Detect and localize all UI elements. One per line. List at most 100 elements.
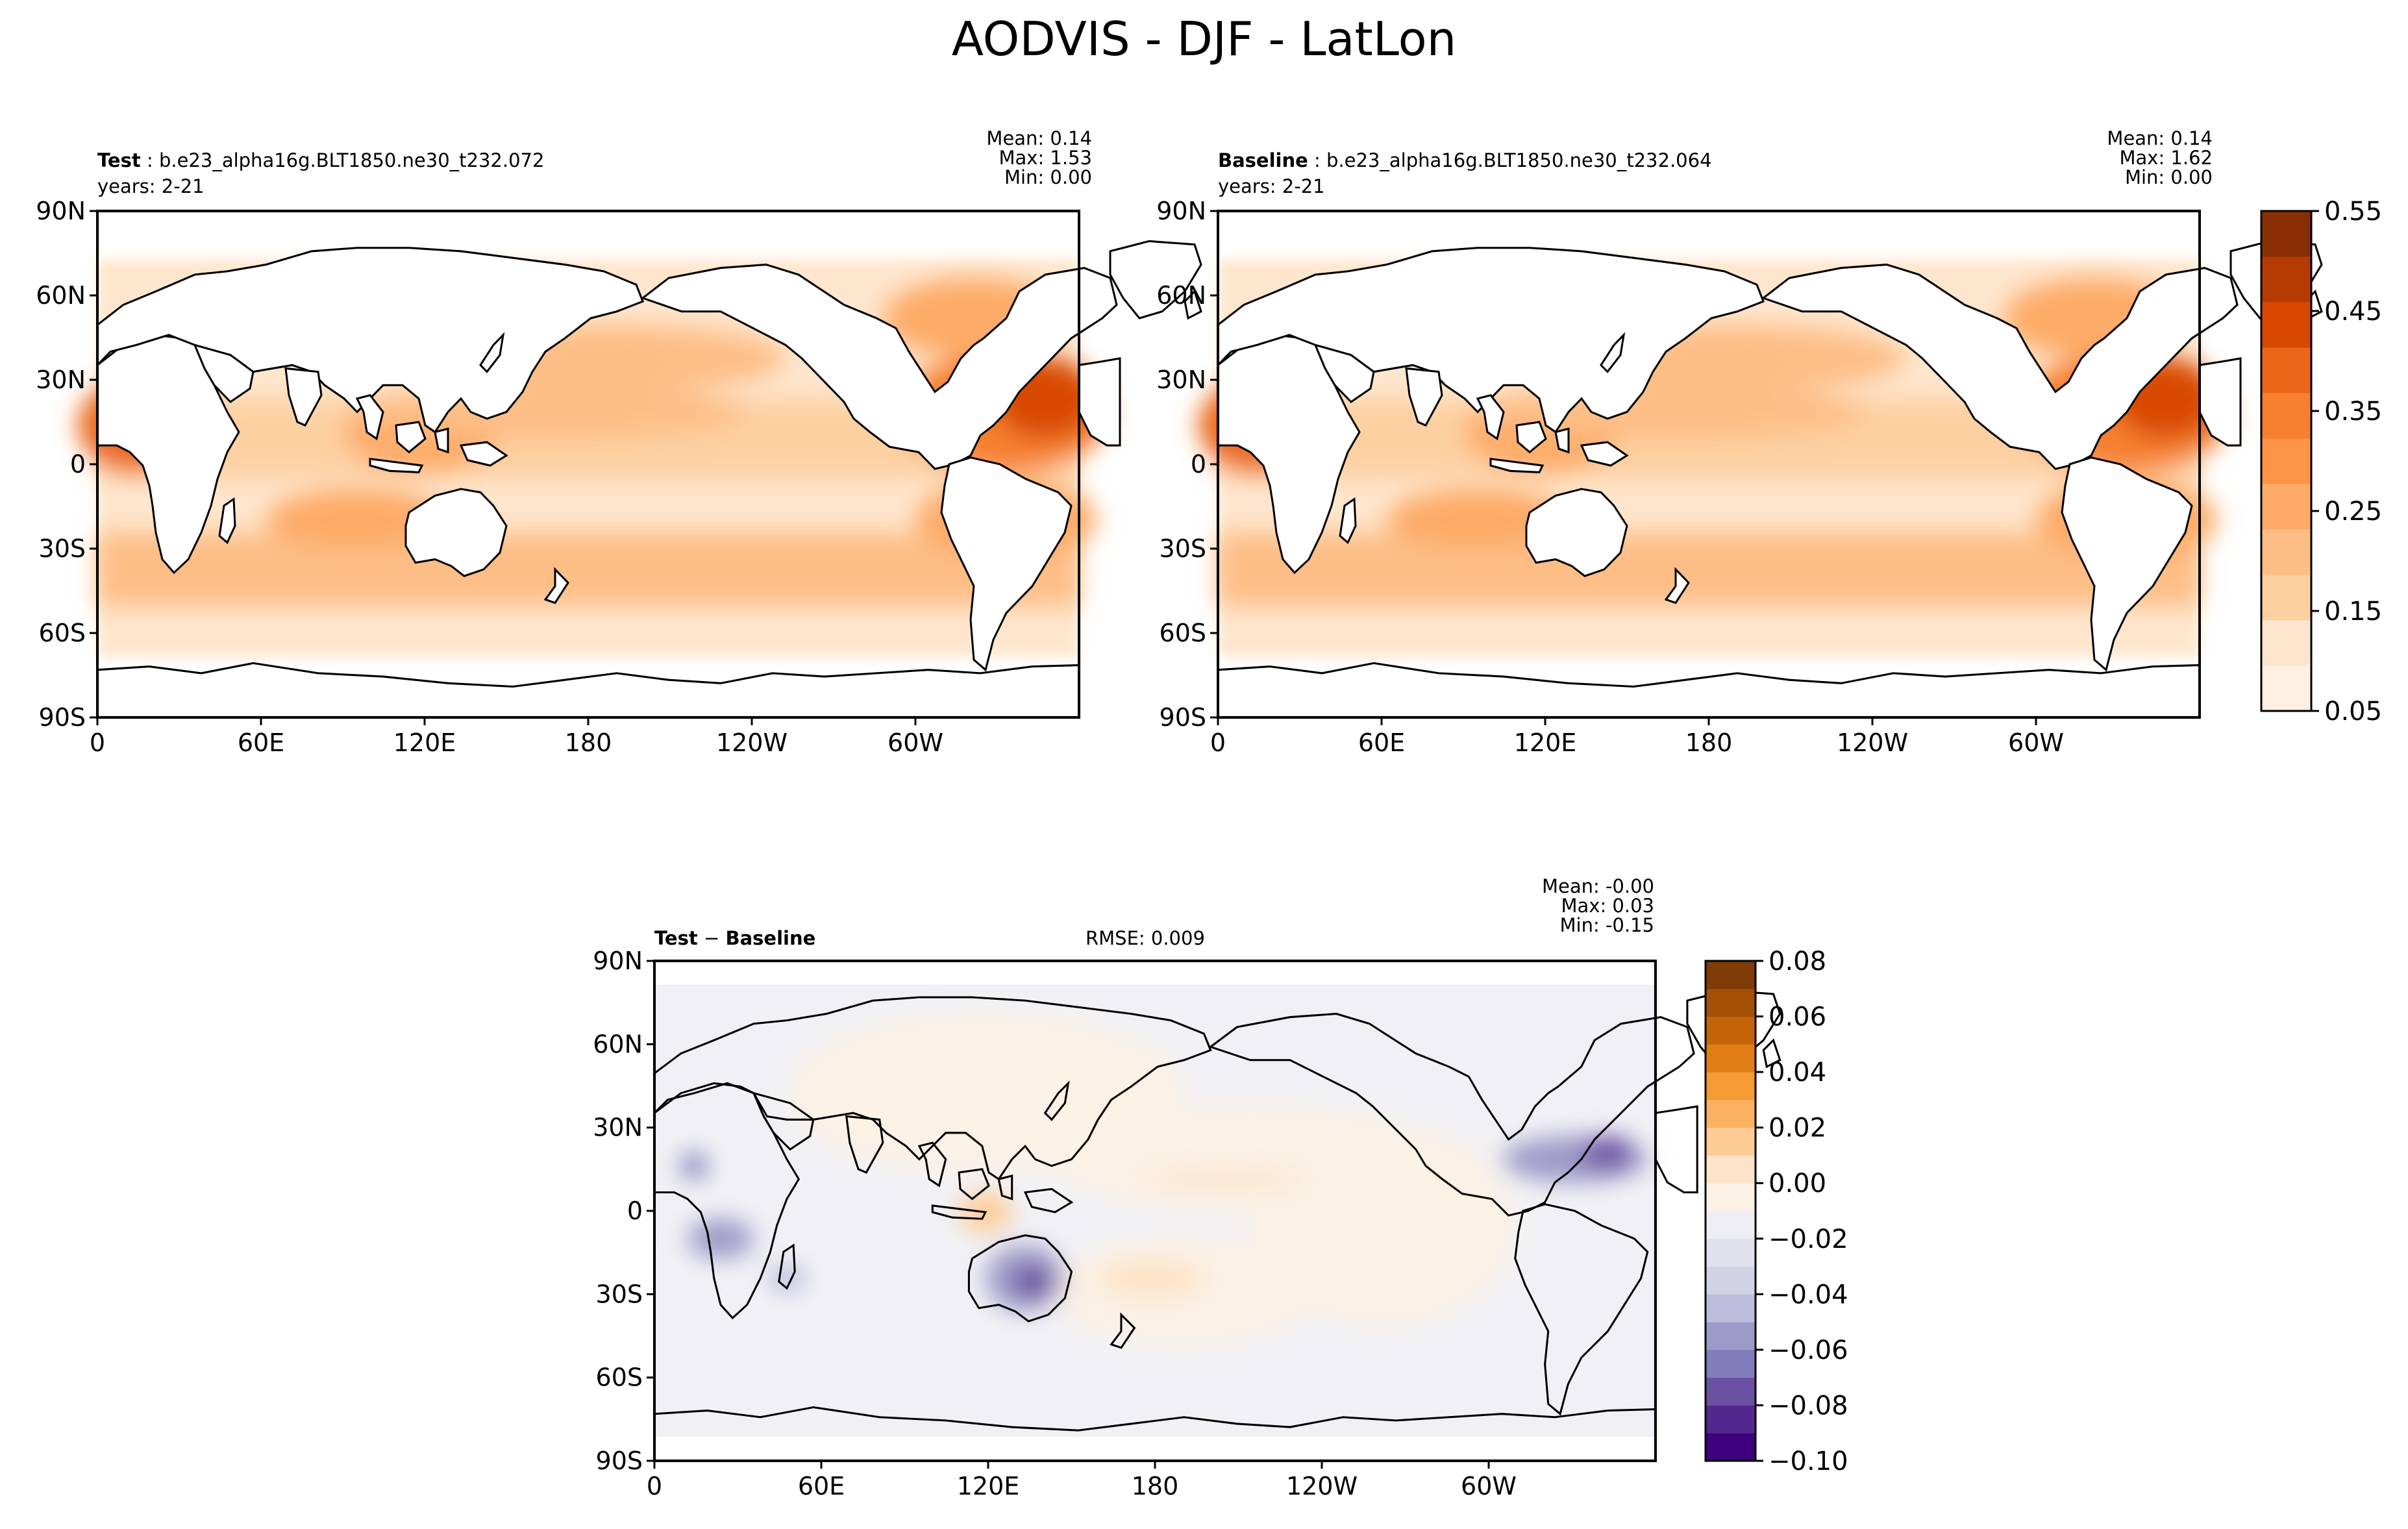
test-lon-label: 120W [716,728,788,757]
page-title: AODVIS - DJF - LatLon [951,12,1457,66]
test-map-panel [78,209,1202,719]
diff-colorbar-swatch [1706,1238,1756,1267]
test-case-label: Test : b.e23_alpha16g.BLT1850.ne30_t232.… [97,149,545,171]
main-colorbar-tick-label: 0.15 [2324,597,2382,627]
diff-colorbar-tick-label: −0.08 [1769,1391,1848,1421]
baseline-lat-label: 60N [1156,281,1206,310]
main-colorbar-tick-label: 0.05 [2324,697,2382,727]
diff-colorbar-swatch [1706,1016,1756,1045]
main-colorbar-swatch [2261,484,2311,530]
diff-colorbar-swatch [1706,1377,1756,1406]
baseline-case-name: b.e23_alpha16g.BLT1850.ne30_t232.064 [1326,149,1712,171]
diff-colorbar-swatch [1706,1294,1756,1323]
diff-map-panel [652,959,1781,1463]
baseline-years: years: 2-21 [1218,175,1325,197]
diff-lat-label: 30S [596,1280,643,1308]
diff-colorbar-swatch [1706,1155,1756,1184]
baseline-lon-label: 180 [1685,728,1733,757]
baseline-lat-label: 60S [1160,619,1206,647]
diff-stats: Mean: -0.00 Max: 0.03 Min: -0.15 [1542,876,1654,935]
diff-label-a: Test [654,927,698,949]
diff-colorbar-swatch [1706,1322,1756,1350]
diff-label-b: Baseline [725,927,816,949]
diff-colorbar-swatch [1706,1044,1756,1073]
diff-lon-label: 60E [798,1472,845,1500]
baseline-lon-label: 60E [1358,728,1405,757]
main-colorbar-swatch [2261,347,2311,393]
test-lon-label: 180 [565,728,612,757]
diff-colorbar-tick-label: −0.06 [1769,1336,1848,1365]
diff-min: Min: -0.15 [1559,914,1654,936]
diff-minus: − [703,927,720,949]
diff-colorbar-swatch [1706,1183,1756,1212]
diff-lon-label: 60W [1461,1472,1517,1500]
test-case-name: b.e23_alpha16g.BLT1850.ne30_t232.072 [158,149,545,171]
main-colorbar-swatch [2261,529,2311,575]
test-mean: Mean: 0.14 [986,127,1092,149]
baseline-min: Min: 0.00 [2124,166,2213,188]
baseline-lat-label: 30S [1160,534,1206,563]
diff-colorbar-tick-label: 0.06 [1769,1002,1826,1032]
test-lon-label: 60E [238,728,284,757]
baseline-lat-label: 90S [1160,703,1206,732]
test-lat-label: 90S [39,703,86,732]
baseline-stats: Mean: 0.14 Max: 1.62 Min: 0.00 [2107,129,2213,187]
test-years: years: 2-21 [97,175,205,197]
main-colorbar-swatch [2261,393,2311,439]
baseline-lon-label: 0 [1210,728,1226,757]
diff-max: Max: 0.03 [1561,895,1654,917]
test-lat-label: 90N [36,197,86,225]
test-stats: Mean: 0.14 Max: 1.53 Min: 0.00 [986,129,1092,187]
diff-lon-label: 180 [1132,1472,1179,1500]
baseline-lon-label: 120W [1837,728,1908,757]
main-colorbar-swatch [2261,575,2311,621]
test-lon-label: 120E [393,728,456,757]
diff-colorbar-frame [1704,960,1757,1462]
diff-colorbar-swatch [1706,1349,1756,1378]
diff-colorbar-tick-label: −0.10 [1769,1447,1848,1476]
main-colorbar-swatch [2261,211,2311,257]
diff-colorbar-swatch [1706,1211,1756,1239]
test-lat-label: 60N [36,281,86,310]
baseline-map-panel [1198,209,2323,719]
test-lat-label: 30N [36,366,86,394]
diff-colorbar-tick-label: −0.04 [1769,1280,1848,1310]
diff-lat-label: 30N [593,1113,643,1142]
diff-colorbar-tick-label: 0.08 [1769,947,1826,976]
baseline-case-label: Baseline : b.e23_alpha16g.BLT1850.ne30_t… [1218,149,1712,171]
test-max: Max: 1.53 [999,147,1092,169]
diff-lat-label: 90N [593,947,643,975]
test-lat-label: 0 [70,450,86,479]
diff-colorbar-tick-label: 0.02 [1769,1113,1826,1143]
diff-mean: Mean: -0.00 [1541,875,1654,897]
baseline-label: Baseline [1218,149,1308,171]
main-colorbar-swatch [2261,620,2311,666]
diff-colorbar-swatch [1706,1072,1756,1100]
test-lat-label: 60S [39,619,86,647]
main-colorbar-tick-label: 0.25 [2324,497,2382,527]
diff-colorbar-tick-label: 0.00 [1769,1169,1826,1199]
main-colorbar-frame [2260,210,2313,712]
main-colorbar-tick-label: 0.35 [2324,397,2382,427]
main-colorbar-swatch [2261,256,2311,303]
diff-colorbar-swatch [1706,1405,1756,1434]
test-lon-label: 60W [887,728,943,757]
main-colorbar-tick-label: 0.45 [2324,297,2382,327]
diff-rmse: RMSE: 0.009 [1086,927,1205,949]
diff-colorbar-swatch [1706,1127,1756,1156]
baseline-lat-label: 0 [1191,450,1206,479]
diff-colorbar-swatch [1706,1433,1756,1461]
test-lat-label: 30S [39,534,86,563]
diff-lon-label: 0 [647,1472,662,1500]
diff-colorbar-swatch [1706,1099,1756,1128]
diff-lon-label: 120E [957,1472,1020,1500]
test-label: Test [97,149,141,171]
baseline-lat-label: 90N [1156,197,1206,225]
diff-lat-label: 60N [593,1030,643,1058]
baseline-max: Max: 1.62 [2119,147,2213,169]
main-colorbar-swatch [2261,665,2311,712]
main-colorbar-swatch [2261,438,2311,484]
diff-colorbar-tick-label: 0.04 [1769,1058,1826,1088]
main-colorbar-tick-label: 0.55 [2324,197,2382,227]
